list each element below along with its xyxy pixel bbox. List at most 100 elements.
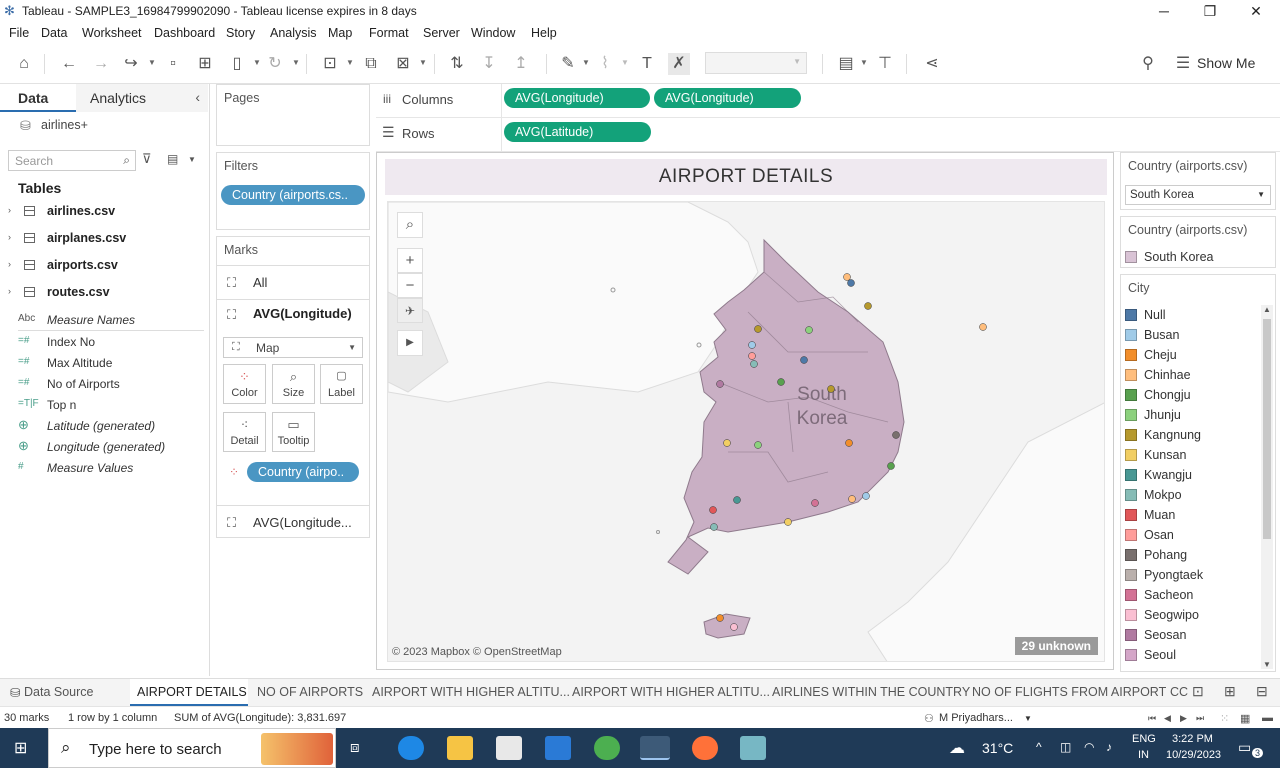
chevron-down-icon[interactable]: ▼ — [148, 58, 156, 67]
airport-mark[interactable] — [716, 614, 724, 622]
size-button[interactable]: ⌕ Size — [272, 364, 315, 404]
zoom-in-button[interactable]: + — [397, 248, 423, 273]
mark-type-select[interactable]: ⛶ Map ▼ — [223, 337, 363, 358]
color-country-pill[interactable]: Country (airpo.. — [247, 462, 359, 482]
store-icon[interactable] — [496, 736, 522, 760]
new-story-icon[interactable]: ⊟ — [1256, 683, 1268, 699]
duplicate-icon[interactable]: ⧉ — [365, 55, 377, 72]
tab-airport-higher-altitude-2[interactable]: AIRPORT WITH HIGHER ALTITU... — [572, 685, 770, 699]
marks-active-tab[interactable]: AVG(Longitude) — [253, 306, 352, 321]
table-item[interactable]: › routes.csv — [0, 282, 208, 304]
tab-no-of-flights[interactable]: NO OF FLIGHTS FROM AIRPORT — [972, 685, 1167, 699]
wifi-icon[interactable]: ◠ — [1084, 740, 1095, 754]
language-2[interactable]: IN — [1138, 749, 1149, 761]
edge-icon[interactable] — [398, 736, 424, 760]
marks-second-tab[interactable]: AVG(Longitude... — [253, 515, 352, 530]
chevron-right-icon[interactable]: › — [8, 205, 11, 215]
airport-mark[interactable] — [887, 462, 895, 470]
menu-window[interactable]: Window — [471, 26, 516, 40]
table-item[interactable]: › airlines.csv — [0, 201, 208, 223]
grid-view-icon[interactable]: ⁙ — [1220, 713, 1230, 725]
app-icon[interactable] — [740, 736, 766, 760]
airport-mark[interactable] — [805, 326, 813, 334]
view-options-icon[interactable]: ▤ — [167, 152, 179, 166]
city-legend-item[interactable]: Mokpo — [1125, 485, 1255, 505]
chrome-icon[interactable] — [594, 736, 620, 760]
restore-button[interactable]: ❐ — [1203, 3, 1217, 19]
menu-format[interactable]: Format — [369, 26, 409, 40]
country-filter-select[interactable]: South Korea ▼ — [1125, 185, 1271, 205]
tableau-taskbar-icon[interactable] — [640, 736, 670, 760]
airport-mark[interactable] — [864, 302, 872, 310]
table-item[interactable]: › airports.csv — [0, 255, 208, 277]
city-legend-item[interactable]: Jhunju — [1125, 405, 1255, 425]
airport-mark[interactable] — [723, 439, 731, 447]
language-1[interactable]: ENG — [1132, 733, 1156, 745]
minimize-button[interactable]: ─ — [1159, 3, 1169, 19]
highlight-icon[interactable]: ✎ — [561, 55, 575, 72]
city-legend-item[interactable]: Cheju — [1125, 345, 1255, 365]
airport-mark[interactable] — [862, 492, 870, 500]
chevron-right-icon[interactable]: › — [8, 259, 11, 269]
airport-mark[interactable] — [710, 523, 718, 531]
network-icon[interactable]: ◫ — [1060, 740, 1072, 754]
fit-dropdown[interactable]: ▼ — [705, 52, 807, 74]
chevron-right-icon[interactable]: › — [8, 232, 11, 242]
airport-mark[interactable] — [800, 356, 808, 364]
field-item[interactable]: =# Index No — [0, 332, 208, 352]
show-labels-icon[interactable]: T — [642, 55, 652, 72]
detail-button[interactable]: ⁖ Detail — [223, 412, 266, 452]
expand-toolbar-button[interactable]: ▶ — [397, 330, 423, 356]
chevron-down-icon[interactable]: ▼ — [419, 58, 427, 67]
home-icon[interactable]: ⌂ — [19, 55, 29, 72]
filmstrip-view-icon[interactable]: ▦ — [1240, 713, 1251, 725]
field-item[interactable]: =T|F Top n — [0, 395, 208, 415]
airport-mark[interactable] — [709, 506, 717, 514]
menu-help[interactable]: Help — [531, 26, 557, 40]
tab-data-source[interactable]: Data Source — [24, 685, 94, 699]
field-item[interactable]: Abc Measure Names — [0, 310, 208, 330]
menu-data[interactable]: Data — [41, 26, 68, 40]
city-legend-item[interactable]: Osan — [1125, 525, 1255, 545]
field-item[interactable]: =# No of Airports — [0, 374, 208, 394]
city-legend-item[interactable]: Sacheon — [1125, 585, 1255, 605]
airport-mark[interactable] — [979, 323, 987, 331]
airport-mark[interactable] — [827, 385, 835, 393]
country-filter-pill[interactable]: Country (airports.cs.. — [221, 185, 365, 205]
menu-story[interactable]: Story — [226, 26, 256, 40]
pin-icon[interactable]: ⚲ — [1142, 55, 1154, 72]
mail-icon[interactable] — [545, 736, 571, 760]
new-worksheet-icon[interactable]: ⊡ — [1192, 683, 1204, 699]
airport-mark[interactable] — [843, 273, 851, 281]
south-korea-region[interactable] — [667, 238, 905, 575]
legend-item[interactable]: South Korea — [1125, 247, 1255, 267]
menu-analysis[interactable]: Analysis — [270, 26, 317, 40]
menu-map[interactable]: Map — [328, 26, 353, 40]
tab-airport-details-active[interactable]: AIRPORT DETAILS — [130, 679, 248, 706]
new-worksheet-icon[interactable]: ⊡ — [323, 55, 337, 72]
city-legend-item[interactable]: Pohang — [1125, 545, 1255, 565]
search-field[interactable]: Search ⌕ — [8, 150, 136, 171]
first-page-icon[interactable]: ⏮ — [1148, 713, 1157, 723]
filter-icon[interactable]: ⊽ — [142, 151, 152, 166]
show-cards-icon[interactable]: ▤ — [838, 55, 854, 72]
chevron-down-icon[interactable]: ▼ — [253, 58, 261, 67]
pages-card[interactable]: Pages — [216, 84, 370, 146]
city-legend-item[interactable]: Seogwipo — [1125, 605, 1255, 625]
next-page-icon[interactable]: ▶ — [1180, 713, 1187, 723]
map-attribution[interactable]: © 2023 Mapbox © OpenStreetMap — [392, 646, 562, 658]
chevron-up-icon[interactable]: ^ — [1036, 740, 1042, 754]
airport-mark[interactable] — [754, 441, 762, 449]
airport-mark[interactable] — [845, 439, 853, 447]
new-dashboard-icon[interactable]: ⊞ — [1224, 683, 1236, 699]
clear-sheet-icon[interactable]: ⊠ — [396, 55, 410, 72]
chevron-down-icon[interactable]: ▼ — [346, 58, 354, 67]
user-name[interactable]: M Priyadhars... — [939, 712, 1013, 724]
task-view-icon[interactable]: ⧈ — [350, 739, 360, 756]
city-legend-item[interactable]: Chinhae — [1125, 365, 1255, 385]
prev-page-icon[interactable]: ◀ — [1164, 713, 1171, 723]
airport-mark[interactable] — [748, 352, 756, 360]
last-page-icon[interactable]: ⏭ — [1196, 713, 1205, 723]
menu-file[interactable]: File — [9, 26, 30, 40]
airport-mark[interactable] — [892, 431, 900, 439]
